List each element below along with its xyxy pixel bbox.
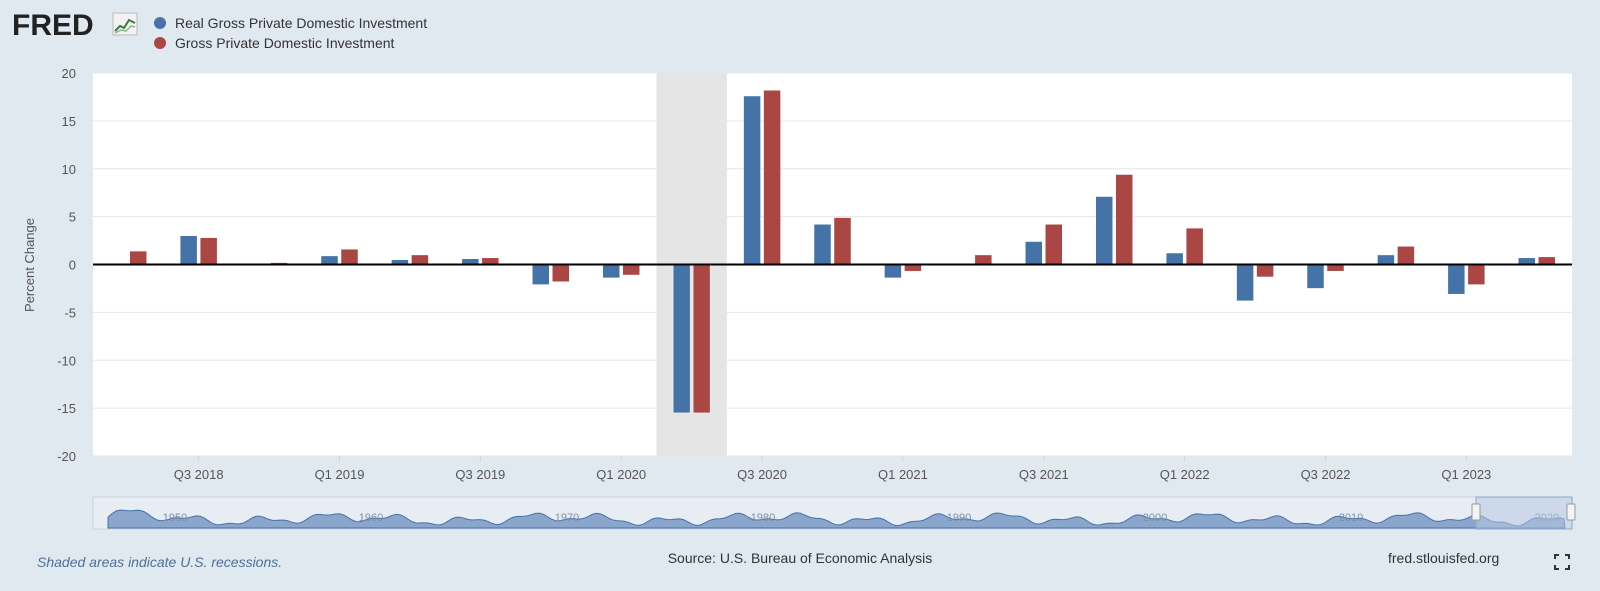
bar-nominal[interactable] — [1538, 256, 1556, 265]
fullscreen-icon[interactable] — [1554, 554, 1570, 570]
recession-note: Shaded areas indicate U.S. recessions. — [37, 554, 283, 570]
bar-layer — [109, 89, 1556, 414]
fred-chart-icon — [112, 12, 138, 36]
bar-real[interactable] — [179, 235, 198, 265]
navigator-handle-right[interactable] — [1566, 503, 1576, 521]
site-link[interactable]: fred.stlouisfed.org — [1388, 550, 1500, 566]
legend-label-real: Real Gross Private Domestic Investment — [175, 15, 427, 31]
bar-nominal[interactable] — [1045, 224, 1063, 265]
bar-nominal[interactable] — [1115, 174, 1133, 265]
bar-real[interactable] — [1165, 252, 1184, 265]
y-tick-label: 20 — [62, 66, 76, 81]
bar-real[interactable] — [884, 264, 902, 279]
x-tick-label: Q1 2019 — [315, 467, 365, 482]
bar-nominal[interactable] — [411, 254, 429, 265]
bar-real[interactable] — [1095, 196, 1113, 265]
bar-real[interactable] — [743, 95, 761, 265]
y-tick-label: 5 — [69, 210, 76, 225]
bar-real[interactable] — [813, 224, 832, 265]
bar-nominal[interactable] — [1326, 264, 1345, 272]
legend-marker-real — [154, 17, 166, 29]
y-tick-label: -20 — [57, 449, 76, 464]
bar-nominal[interactable] — [1256, 264, 1274, 278]
navigator-tick-label: 1970 — [555, 512, 579, 524]
bar-real[interactable] — [1518, 257, 1536, 265]
x-tick-label: Q1 2021 — [878, 467, 928, 482]
bar-real[interactable] — [672, 264, 691, 414]
x-tick-label: Q1 2023 — [1441, 467, 1491, 482]
bar-nominal[interactable] — [552, 264, 570, 282]
legend: Real Gross Private Domestic Investment G… — [154, 15, 427, 51]
bar-real[interactable] — [1377, 254, 1395, 265]
x-tick-label: Q3 2022 — [1301, 467, 1351, 482]
navigator-tick-label: 2000 — [1143, 512, 1167, 524]
grid-layer — [93, 72, 1572, 457]
bar-nominal[interactable] — [129, 250, 147, 265]
y-tick-label: -10 — [57, 353, 76, 368]
bar-real[interactable] — [1447, 264, 1466, 295]
y-axis-label: Percent Change — [22, 218, 37, 312]
navigator[interactable]: 19501960197019801990200020102020 — [92, 496, 1576, 530]
bar-nominal[interactable] — [833, 217, 852, 265]
y-tick-label: 10 — [62, 162, 76, 177]
source-text: Source: U.S. Bureau of Economic Analysis — [667, 550, 933, 566]
x-tick-label: Q3 2021 — [1019, 467, 1069, 482]
bar-nominal[interactable] — [199, 237, 218, 265]
legend-item-real[interactable]: Real Gross Private Domestic Investment — [154, 15, 427, 31]
bar-nominal[interactable] — [481, 257, 500, 265]
x-tick-label: Q3 2019 — [455, 467, 505, 482]
bar-nominal[interactable] — [763, 89, 781, 265]
bar-nominal[interactable] — [622, 264, 640, 276]
bar-nominal[interactable] — [1467, 264, 1486, 285]
navigator-selection[interactable] — [1475, 496, 1573, 530]
navigator-tick-label: 1950 — [163, 512, 187, 524]
navigator-area — [107, 509, 1566, 529]
navigator-handle-left[interactable] — [1471, 503, 1481, 521]
y-tick-label: 15 — [62, 114, 76, 129]
y-tick-label: -15 — [57, 401, 76, 416]
legend-marker-nominal — [154, 37, 166, 49]
legend-label-nominal: Gross Private Domestic Investment — [175, 35, 395, 51]
bar-real[interactable] — [1236, 264, 1254, 302]
navigator-ticks: 19501960197019801990200020102020 — [163, 512, 1559, 524]
navigator-tick-label: 1960 — [359, 512, 383, 524]
x-tick-label: Q3 2018 — [174, 467, 224, 482]
bar-nominal[interactable] — [974, 254, 993, 265]
bar-real[interactable] — [602, 264, 620, 279]
fred-logo-text: FRED — [12, 9, 94, 42]
bar-nominal[interactable] — [340, 248, 359, 265]
x-tick-label: Q3 2020 — [737, 467, 787, 482]
bar-real[interactable] — [532, 264, 550, 285]
bar-nominal[interactable] — [692, 264, 711, 414]
y-tick-label: -5 — [64, 305, 76, 320]
navigator-tick-label: 1990 — [947, 512, 971, 524]
x-tick-label: Q1 2020 — [596, 467, 646, 482]
bar-real[interactable] — [320, 255, 339, 265]
navigator-tick-label: 1980 — [751, 512, 775, 524]
legend-item-nominal[interactable]: Gross Private Domestic Investment — [154, 35, 395, 51]
bar-nominal[interactable] — [904, 264, 922, 272]
bar-nominal[interactable] — [1185, 227, 1204, 265]
bar-real[interactable] — [1025, 241, 1043, 265]
y-axis-ticks: 20 15 10 5 0 -5 -10 -15 -20 — [57, 66, 76, 464]
y-tick-label: 0 — [69, 258, 76, 273]
bar-real[interactable] — [1306, 264, 1325, 289]
x-axis-ticks: Q3 2018 Q1 2019 Q3 2019 Q1 2020 Q3 2020 Q1 20… — [174, 456, 1491, 482]
bar-nominal[interactable] — [1397, 246, 1415, 265]
x-tick-label: Q1 2022 — [1160, 467, 1210, 482]
fred-logo[interactable]: FRED — [12, 9, 138, 42]
navigator-tick-label: 2010 — [1339, 512, 1363, 524]
